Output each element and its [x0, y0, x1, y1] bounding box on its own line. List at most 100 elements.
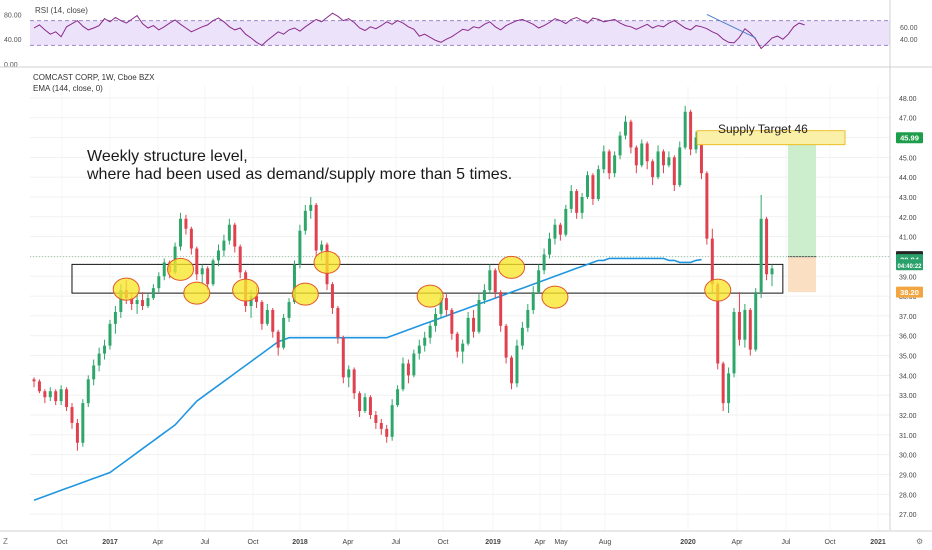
rsi-tick-label: 40.00: [4, 37, 22, 44]
price-panel[interactable]: Supply Target 46 Weekly structure level,…: [30, 73, 890, 530]
supply-target-box[interactable]: Supply Target 46: [696, 122, 846, 146]
time-tick-label: 2021: [870, 539, 886, 546]
candle-body: [493, 270, 497, 293]
price-tick-label: 34.00: [899, 373, 917, 380]
candle-body: [537, 270, 541, 293]
position-loss-zone: [788, 256, 816, 293]
time-tick-label: Oct: [57, 539, 68, 546]
candle-body: [265, 309, 269, 324]
candle-body: [37, 381, 41, 392]
candle-body: [689, 111, 693, 150]
rsi-panel[interactable]: 80.00 40.00 0.00 60.00 40.00 RSI (14, close…: [4, 0, 918, 69]
structure-touch-marker: [291, 282, 319, 306]
candle-body: [412, 353, 416, 376]
candle-body: [206, 268, 210, 285]
candle-body: [634, 147, 638, 166]
candle-body: [548, 238, 552, 255]
candle-body: [699, 137, 703, 174]
rsi-divergence-line: [706, 13, 756, 39]
candle-body: [515, 345, 519, 384]
price-scale[interactable]: 48.0047.0046.0045.0044.0043.0042.0041.00…: [889, 0, 923, 530]
candle-body: [238, 246, 242, 273]
candle-body: [330, 284, 334, 308]
price-label-tag: [896, 132, 923, 144]
candle-body: [694, 137, 698, 150]
time-tick-label: Jul: [201, 539, 210, 546]
candle-body: [737, 311, 741, 340]
candle-body: [759, 218, 763, 293]
price-tick-label: 42.00: [899, 215, 917, 222]
candle-body: [423, 337, 427, 346]
candle-body: [575, 191, 579, 213]
price-label-tag: [896, 259, 923, 271]
candle-body: [341, 337, 345, 378]
time-tick-label: 2020: [680, 539, 696, 546]
candle-body: [743, 309, 747, 340]
candle-body: [135, 300, 139, 305]
price-tick-label: 41.00: [899, 235, 917, 242]
annotation-line-1: Weekly structure level,: [87, 148, 248, 165]
position-profit-zone: [788, 137, 816, 257]
price-tick-label: 29.00: [899, 472, 917, 479]
candle-body: [75, 422, 79, 443]
ema-indicator-label: EMA (144, close, 0): [33, 84, 103, 93]
candle-body: [97, 353, 101, 366]
candle-body: [249, 296, 253, 306]
axis-corner-label: Z: [3, 537, 8, 546]
rsi-line: [33, 12, 805, 50]
structure-touch-marker: [541, 285, 569, 309]
candle-body: [298, 230, 302, 265]
candle-body: [710, 238, 714, 285]
candle-body: [374, 415, 378, 423]
candle-body: [591, 175, 595, 199]
rsi-right-tick-label: 40.00: [900, 37, 918, 44]
candle-body: [596, 169, 600, 199]
candle-body: [146, 298, 150, 306]
candle-body: [613, 155, 617, 174]
candle-body: [656, 151, 660, 178]
price-tick-label: 39.00: [899, 274, 917, 281]
candle-body: [32, 379, 36, 382]
supply-target-label: Supply Target 46: [718, 122, 808, 136]
candle-body: [157, 276, 161, 289]
candle-body: [379, 422, 383, 429]
candle-body: [640, 143, 644, 166]
price-label-tag: [896, 286, 923, 298]
candle-body: [303, 210, 307, 231]
candle-body: [770, 268, 774, 275]
time-tick-label: Apr: [153, 539, 165, 546]
candle-body: [195, 248, 199, 275]
candle-body: [363, 397, 367, 412]
candle-body: [406, 363, 410, 376]
time-tick-label: Oct: [438, 539, 449, 546]
rsi-tick-label: 80.00: [4, 12, 22, 19]
candle-body: [222, 240, 226, 251]
structure-touch-marker: [232, 278, 260, 302]
price-tick-label: 32.00: [899, 413, 917, 420]
candle-body: [81, 403, 85, 443]
candle-body: [54, 391, 58, 402]
time-tick-label: Jul: [392, 539, 401, 546]
candle-body: [683, 111, 687, 148]
candle-body: [618, 135, 622, 156]
candle-body: [488, 270, 492, 291]
candle-body: [477, 300, 481, 332]
candle-body: [130, 298, 134, 305]
candle-body: [276, 331, 280, 348]
candle-body: [65, 389, 69, 408]
time-tick-label: Oct: [825, 539, 836, 546]
candle-body: [721, 363, 725, 404]
time-scale[interactable]: Oct 2017 Apr Jul Oct 2018 Apr Jul Oct 2019 Apr May A…: [0, 530, 932, 546]
candle-body: [119, 290, 123, 312]
candle-body: [260, 302, 264, 324]
price-tick-label: 35.00: [899, 354, 917, 361]
symbol-label: COMCAST CORP, 1W, Cboe BZX: [33, 73, 155, 82]
rsi-tick-label: 0.00: [4, 62, 18, 69]
candle-body: [727, 373, 731, 404]
structure-touch-marker: [112, 277, 140, 301]
candle-body: [651, 161, 655, 178]
scale-settings-icon[interactable]: ⚙: [916, 537, 923, 546]
rsi-right-tick-label: 60.00: [900, 25, 918, 32]
price-tick-label: 47.00: [899, 116, 917, 123]
